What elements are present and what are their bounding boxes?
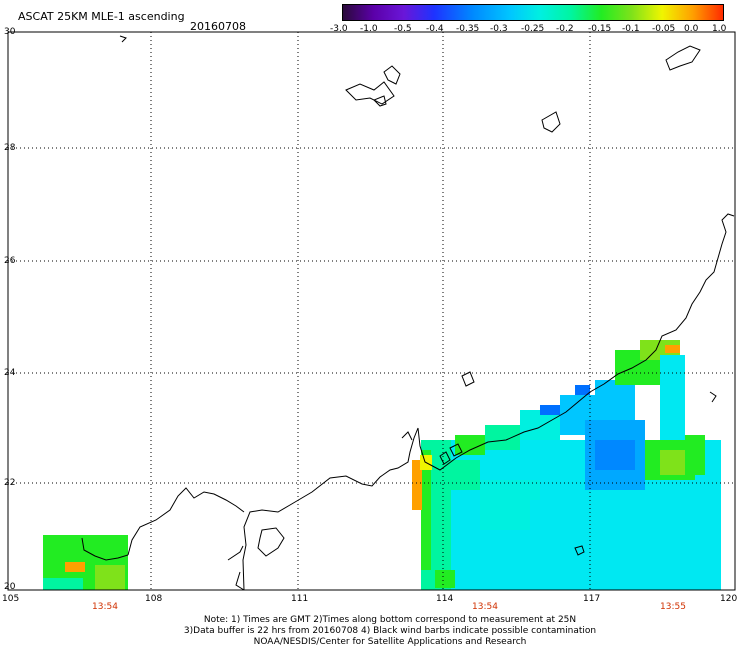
coast-line xyxy=(449,443,463,457)
colorbar-tick: -0.2 xyxy=(556,24,574,34)
colorbar-tick: -0.4 xyxy=(426,24,444,34)
colorbar-tick: -0.25 xyxy=(521,24,545,34)
colorbar-tick: 1.0 xyxy=(712,24,727,34)
swath-cell xyxy=(455,435,485,455)
coast-line xyxy=(383,65,401,85)
coast-line xyxy=(665,45,701,71)
swath-cell xyxy=(485,425,520,450)
swath-cell xyxy=(412,460,422,510)
colorbar-tick: -3.0 xyxy=(330,24,348,34)
map-date: 20160708 xyxy=(190,20,246,33)
lon-label: 105 xyxy=(2,594,20,604)
coast-line xyxy=(401,431,413,441)
footnote-line: NOAA/NESDIS/Center for Satellite Applica… xyxy=(253,637,527,647)
colorbar-tick: -0.15 xyxy=(588,24,612,34)
lon-label: 108 xyxy=(145,594,163,604)
pass-time-label: 13:55 xyxy=(660,602,686,612)
lat-label: 24 xyxy=(4,368,16,378)
lat-label: 28 xyxy=(4,143,16,153)
colorbar xyxy=(342,4,724,21)
coast-line xyxy=(127,487,245,556)
swath-cell xyxy=(595,540,665,585)
coast-line xyxy=(119,35,127,43)
colorbar-tick: -0.3 xyxy=(490,24,508,34)
lon-label: 120 xyxy=(720,594,738,604)
swath-cell xyxy=(65,562,85,572)
swath-cell xyxy=(421,450,431,570)
colorbar-tick: -0.1 xyxy=(622,24,640,34)
coast-line xyxy=(242,213,735,591)
swath-cell xyxy=(435,570,455,588)
coast-line xyxy=(345,81,395,105)
coast-line xyxy=(461,371,475,387)
coast-line xyxy=(81,537,129,561)
swath-cell xyxy=(685,435,705,475)
coast-line xyxy=(227,545,244,561)
footnotes: Note: 1) Times are GMT 2)Times along bot… xyxy=(110,615,670,648)
lat-label: 20 xyxy=(4,582,16,592)
lat-lon-grid xyxy=(8,32,735,590)
pass-time-label: 13:54 xyxy=(92,602,118,612)
footnote-line: Note: 1) Times are GMT 2)Times along bot… xyxy=(203,615,577,625)
swath-cell xyxy=(575,385,590,395)
lat-label: 26 xyxy=(4,256,16,266)
coastline xyxy=(81,35,735,591)
lat-label: 22 xyxy=(4,478,16,488)
swath-cell xyxy=(595,440,635,470)
coast-line xyxy=(439,451,451,465)
swath-cell xyxy=(43,578,83,590)
map-title: ASCAT 25KM MLE-1 ascending xyxy=(18,10,185,23)
swath-cell xyxy=(660,355,685,450)
swath-cell xyxy=(700,535,715,580)
colorbar-ticks: -3.0 -1.0 -0.5 -0.4 -0.35 -0.3 -0.25 -0.… xyxy=(330,24,740,34)
swath-cell xyxy=(530,500,590,560)
swath-cell xyxy=(665,345,680,353)
swath-cell xyxy=(95,565,125,590)
coast-line xyxy=(709,391,717,403)
lon-label: 114 xyxy=(436,594,454,604)
coast-line xyxy=(235,571,245,591)
colorbar-tick: -0.35 xyxy=(456,24,480,34)
wind-swaths xyxy=(43,340,721,590)
coast-line xyxy=(373,95,387,107)
pass-time-label: 13:54 xyxy=(472,602,498,612)
lon-label: 117 xyxy=(583,594,601,604)
map-border xyxy=(7,31,736,591)
lat-label: 30 xyxy=(4,27,16,37)
colorbar-tick: -0.05 xyxy=(652,24,676,34)
footnote-line: 3)Data buffer is 22 hrs from 20160708 4)… xyxy=(183,626,597,636)
coast-line xyxy=(541,111,561,133)
lon-label: 111 xyxy=(291,594,309,604)
swath-cell xyxy=(540,405,560,415)
swath-cell xyxy=(80,535,125,555)
colorbar-tick: -1.0 xyxy=(360,24,378,34)
swath-cell xyxy=(440,460,480,490)
coast-line xyxy=(257,527,285,557)
colorbar-tick: -0.5 xyxy=(394,24,412,34)
coast-line xyxy=(574,545,585,556)
colorbar-tick: 0.0 xyxy=(684,24,699,34)
